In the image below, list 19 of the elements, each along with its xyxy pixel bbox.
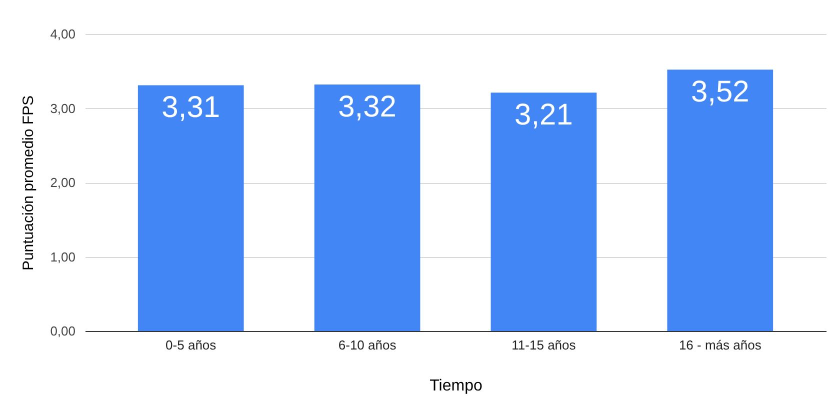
data-label: 3,32 <box>338 90 396 124</box>
x-axis-title: Tiempo <box>430 378 482 394</box>
bar <box>667 70 774 331</box>
y-tick-label: 0,00 <box>50 324 76 338</box>
y-axis-title: Puntuación promedio FPS <box>20 95 38 271</box>
data-label: 3,21 <box>514 98 573 132</box>
x-tick-label: 16 - más años <box>678 338 762 352</box>
bar <box>138 85 244 331</box>
y-tick-label: 2,00 <box>50 175 76 190</box>
x-tick-label: 11-15 años <box>512 338 576 352</box>
data-label: 3,31 <box>162 91 220 124</box>
y-tick-label: 3,00 <box>50 100 76 116</box>
bar <box>314 84 420 331</box>
x-tick-label: 6-10 años <box>338 338 397 352</box>
x-tick-label: 0-5 años <box>166 338 217 352</box>
y-tick-label: 1,00 <box>50 249 76 264</box>
bar <box>490 92 597 331</box>
y-tick-label: 4,00 <box>50 26 76 42</box>
data-label: 3,52 <box>690 76 750 109</box>
